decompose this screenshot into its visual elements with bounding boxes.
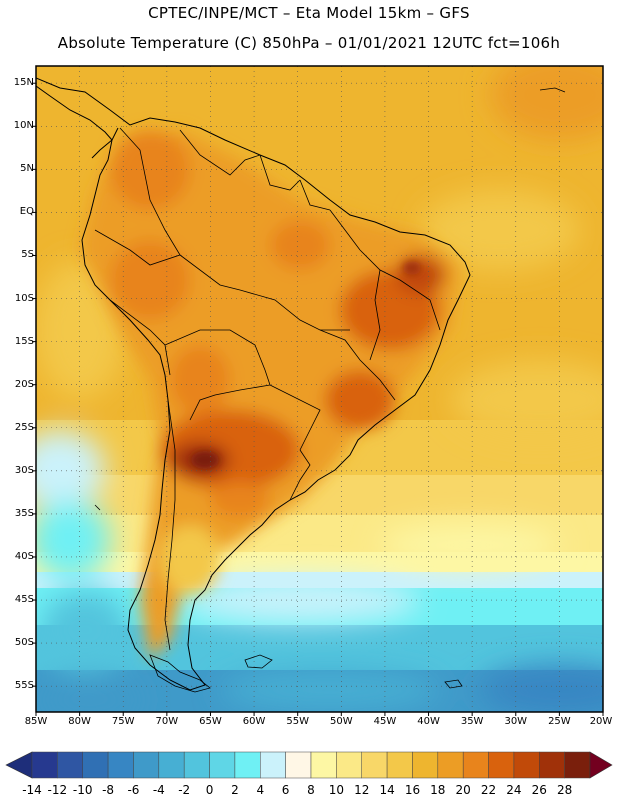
longitude-label: 25W xyxy=(548,716,571,727)
longitude-label: 75W xyxy=(111,716,135,727)
colorbar-label: 12 xyxy=(354,783,370,797)
longitude-label: 35W xyxy=(460,716,484,727)
colorbar-label: 0 xyxy=(205,783,214,797)
colorbar-cell xyxy=(209,751,236,779)
latitude-label: 30S xyxy=(14,464,34,476)
longitude-label: 70W xyxy=(155,716,179,727)
colorbar-cell xyxy=(462,751,489,779)
colorbar-cell xyxy=(234,751,261,779)
colorbar-cell xyxy=(183,751,210,779)
map-panel xyxy=(32,65,604,716)
latitude-label: 35S xyxy=(14,507,34,519)
latitude-label: 15S xyxy=(14,335,34,347)
colorbar-label: 8 xyxy=(307,783,315,797)
colorbar-label: 16 xyxy=(404,783,421,797)
colorbar-cell xyxy=(31,751,58,779)
colorbar-cell xyxy=(336,751,362,779)
colorbar-label: -6 xyxy=(127,783,140,797)
islands xyxy=(94,87,566,693)
colorbar-label: 18 xyxy=(430,783,446,797)
latitude-label: 40S xyxy=(14,550,34,562)
colorbar-over-arrow xyxy=(589,751,613,779)
colorbar-label: 2 xyxy=(231,783,239,797)
colorbar-label: 28 xyxy=(556,783,573,797)
colorbar-label: 6 xyxy=(281,783,290,797)
panama-coast xyxy=(91,139,113,159)
colorbar-cell xyxy=(488,751,515,779)
latitude-label: 15N xyxy=(13,77,34,89)
colorbar-cell xyxy=(564,751,591,779)
temperature-field xyxy=(36,66,603,712)
latitude-label: 10S xyxy=(14,292,34,304)
coastline xyxy=(36,77,471,691)
latitude-label: 20S xyxy=(14,378,34,390)
temp-band-12-14 xyxy=(36,475,603,520)
country-borders xyxy=(94,127,441,651)
colorbar-under-arrow xyxy=(5,751,33,779)
colorbar-label: 10 xyxy=(328,783,344,797)
colorbar-label: -12 xyxy=(47,783,68,797)
longitude-label: 45W xyxy=(373,716,397,727)
longitude-label: 50W xyxy=(329,716,353,727)
longitude-label: 65W xyxy=(199,716,222,727)
colorbar-label: -2 xyxy=(178,783,191,797)
latitude-label: 50S xyxy=(14,637,34,649)
colorbar-cell xyxy=(437,751,464,779)
continent-warm-core xyxy=(80,130,460,660)
colorbar-label: -14 xyxy=(22,783,42,797)
colorbar-cell xyxy=(82,751,109,779)
colorbar-cell xyxy=(310,751,337,779)
colorbar-cell xyxy=(513,751,540,779)
colorbar-label: -10 xyxy=(72,783,93,797)
longitude-label: 40W xyxy=(417,716,440,727)
latitude-label: 10N xyxy=(13,120,34,132)
colorbar-cell xyxy=(539,751,565,779)
map-title: CPTEC/INPE/MCT – Eta Model 15km – GFS xyxy=(148,4,470,22)
axis-ticks xyxy=(32,82,604,716)
map-subtitle: Absolute Temperature (C) 850hPa – 01/01/… xyxy=(57,34,561,52)
colorbar-label: 22 xyxy=(480,783,497,797)
colorbar-cell xyxy=(412,751,439,779)
colorbar-label: -8 xyxy=(102,783,115,797)
colorbar-cell xyxy=(57,751,83,779)
colorbar-cell xyxy=(361,751,388,779)
latitude-label: 5N xyxy=(20,163,34,175)
colorbar-label: 4 xyxy=(256,783,265,797)
colorbar-cell xyxy=(285,751,312,779)
colorbar-label: 26 xyxy=(531,783,547,797)
longitude-label: 80W xyxy=(68,716,91,727)
longitude-label: 85W xyxy=(24,716,48,727)
colorbar-cell xyxy=(260,751,286,779)
colorbar-cell xyxy=(133,751,160,779)
colorbar-cell xyxy=(386,751,413,779)
latitude-label: 45S xyxy=(14,594,34,606)
colorbar-cell xyxy=(158,751,185,779)
colorbar-label: 20 xyxy=(455,783,471,797)
latitude-label: 25S xyxy=(14,421,34,433)
colorbar-label: 24 xyxy=(506,783,522,797)
colorbar-label: 14 xyxy=(379,783,395,797)
longitude-label: 20W xyxy=(589,716,613,727)
longitude-label: 30W xyxy=(504,716,528,727)
longitude-label: 55W xyxy=(286,716,309,727)
latitude-label: 55S xyxy=(14,680,34,692)
temp-band-minus4-minus2 xyxy=(36,625,603,675)
central-america-coast xyxy=(36,85,113,141)
colorbar-cell xyxy=(107,751,134,779)
latitude-label: 5S xyxy=(21,249,34,261)
colorbar xyxy=(5,751,613,779)
colorbar-label: -4 xyxy=(152,783,165,797)
latitude-label: EQ xyxy=(19,206,34,218)
map-frame xyxy=(35,65,604,713)
longitude-label: 60W xyxy=(242,716,266,727)
